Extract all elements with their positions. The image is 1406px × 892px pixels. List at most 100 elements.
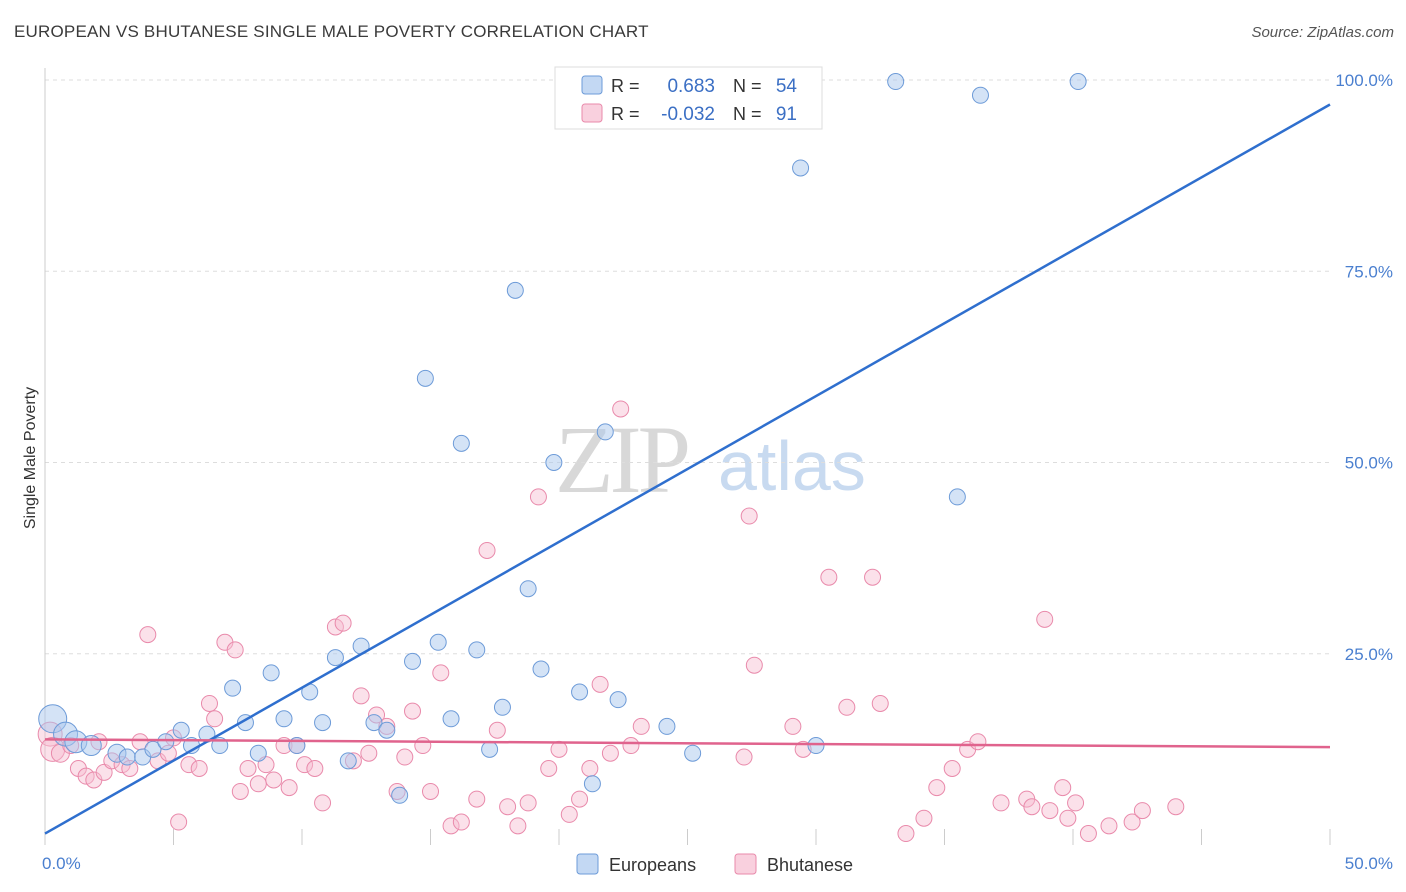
bhutanese-point-64 bbox=[612, 400, 630, 418]
y-tick-label-3: 100.0% bbox=[1335, 71, 1393, 90]
european-point-20 bbox=[314, 714, 332, 732]
bhutanese-point-43 bbox=[396, 748, 414, 766]
bhutanese-point-77 bbox=[915, 809, 933, 827]
bhutanese-point-89 bbox=[1067, 794, 1085, 812]
x-tick-labels: 0.0% 50.0% bbox=[42, 854, 1393, 873]
european-point-16 bbox=[262, 664, 280, 682]
bhutanese-point-51 bbox=[478, 541, 496, 559]
bhutanese-point-45 bbox=[414, 737, 432, 755]
bhutanese-point-91 bbox=[1100, 817, 1118, 835]
bhutanese-point-18 bbox=[180, 756, 198, 774]
bhutanese-point-65 bbox=[622, 737, 640, 755]
european-point-39 bbox=[571, 683, 589, 701]
bhutanese-point-39 bbox=[360, 744, 378, 762]
legend-n-value-europeans: 54 bbox=[776, 76, 798, 97]
bhutanese-point-68 bbox=[735, 748, 753, 766]
y-tick-labels: 25.0% 50.0% 75.0% 100.0% bbox=[1335, 71, 1393, 664]
axes bbox=[44, 68, 1331, 845]
bhutanese-point-24 bbox=[231, 782, 249, 800]
bhutanese-point-92 bbox=[1123, 813, 1141, 831]
bhutanese-point-79 bbox=[943, 760, 961, 777]
european-point-48 bbox=[887, 73, 905, 91]
bhutanese-point-50 bbox=[468, 790, 486, 808]
european-point-9 bbox=[172, 721, 190, 739]
bhutanese-point-38 bbox=[352, 687, 370, 705]
bhutanese-point-28 bbox=[265, 771, 283, 789]
european-point-8 bbox=[157, 733, 175, 751]
series-legend: Europeans Bhutanese bbox=[576, 853, 853, 875]
bhutanese-point-90 bbox=[1079, 825, 1097, 843]
bhutanese-point-85 bbox=[1036, 610, 1054, 628]
bhutanese-point-56 bbox=[529, 488, 547, 506]
bhutanese-point-20 bbox=[200, 694, 218, 712]
series-legend-swatch-bhutanese bbox=[734, 853, 757, 875]
bhutanese-point-70 bbox=[784, 717, 802, 735]
bhutanese-point-82 bbox=[992, 794, 1010, 812]
series-legend-swatch-europeans bbox=[576, 853, 599, 875]
legend-n-label-bhutanese: N = bbox=[733, 104, 762, 124]
bhutanese-point-94 bbox=[1167, 798, 1185, 816]
source-label: Source: ZipAtlas.com bbox=[1251, 24, 1394, 41]
bhutanese-point-26 bbox=[249, 775, 267, 793]
european-point-41 bbox=[596, 423, 614, 441]
stats-legend: R = 0.683 N = 54 R = -0.032 N = 91 bbox=[554, 66, 823, 130]
bhutanese-point-67 bbox=[740, 507, 758, 525]
europeans-trend-line bbox=[44, 103, 1331, 835]
legend-r-value-bhutanese: -0.032 bbox=[661, 104, 715, 125]
european-point-22 bbox=[339, 752, 357, 770]
bhutanese-point-86 bbox=[1041, 802, 1059, 820]
bhutanese-point-35 bbox=[326, 618, 344, 636]
european-point-42 bbox=[609, 691, 627, 709]
bhutanese-point-36 bbox=[334, 614, 352, 632]
european-point-49 bbox=[948, 488, 966, 506]
european-point-26 bbox=[391, 786, 409, 804]
bhutanese-point-13 bbox=[139, 626, 157, 644]
watermark-atlas: atlas bbox=[718, 427, 866, 505]
bhutanese-point-74 bbox=[864, 568, 882, 586]
series-legend-label-europeans: Europeans bbox=[609, 855, 696, 875]
legend-r-label-bhutanese: R = bbox=[611, 104, 640, 124]
bhutanese-point-54 bbox=[509, 817, 527, 835]
bhutanese-point-78 bbox=[928, 779, 946, 797]
trend-lines bbox=[44, 103, 1331, 835]
bhutanese-point-5 bbox=[77, 767, 95, 785]
legend-n-label-europeans: N = bbox=[733, 76, 762, 96]
bhutanese-point-61 bbox=[581, 760, 599, 777]
european-point-31 bbox=[452, 434, 470, 452]
european-point-25 bbox=[378, 721, 396, 739]
bhutanese-point-69 bbox=[745, 656, 763, 674]
bhutanese-point-88 bbox=[1059, 809, 1077, 827]
bhutanese-point-33 bbox=[306, 760, 324, 777]
european-point-17 bbox=[275, 710, 293, 728]
european-point-35 bbox=[506, 281, 524, 299]
bhutanese-point-57 bbox=[540, 760, 558, 777]
bhutanese-point-73 bbox=[838, 698, 856, 716]
bhutanese-point-23 bbox=[226, 641, 244, 659]
european-point-45 bbox=[792, 159, 810, 177]
european-point-44 bbox=[684, 744, 702, 762]
european-point-34 bbox=[493, 698, 511, 716]
y-axis-label: Single Male Poverty bbox=[22, 387, 39, 529]
european-point-24 bbox=[365, 714, 383, 732]
series-legend-label-bhutanese: Bhutanese bbox=[767, 855, 853, 875]
european-point-21 bbox=[326, 649, 344, 667]
european-point-51 bbox=[1069, 73, 1087, 91]
watermark-zip: ZIP bbox=[555, 406, 688, 513]
bhutanese-point-58 bbox=[550, 740, 568, 758]
bhutanese-point-72 bbox=[820, 568, 838, 586]
legend-n-value-bhutanese: 91 bbox=[776, 104, 797, 125]
european-point-15 bbox=[249, 744, 267, 762]
european-point-30 bbox=[442, 710, 460, 728]
x-tick-label-0: 0.0% bbox=[42, 854, 81, 873]
bhutanese-point-52 bbox=[488, 721, 506, 739]
bhutanese-point-19 bbox=[190, 760, 208, 777]
bhutanese-point-55 bbox=[519, 794, 537, 812]
bhutanese-point-17 bbox=[170, 813, 188, 831]
bhutanese-point-32 bbox=[296, 756, 314, 774]
bhutanese-point-76 bbox=[897, 825, 915, 843]
european-point-32 bbox=[468, 641, 486, 659]
european-point-37 bbox=[532, 660, 550, 678]
bhutanese-point-25 bbox=[239, 760, 257, 777]
bhutanese-point-75 bbox=[871, 694, 889, 712]
